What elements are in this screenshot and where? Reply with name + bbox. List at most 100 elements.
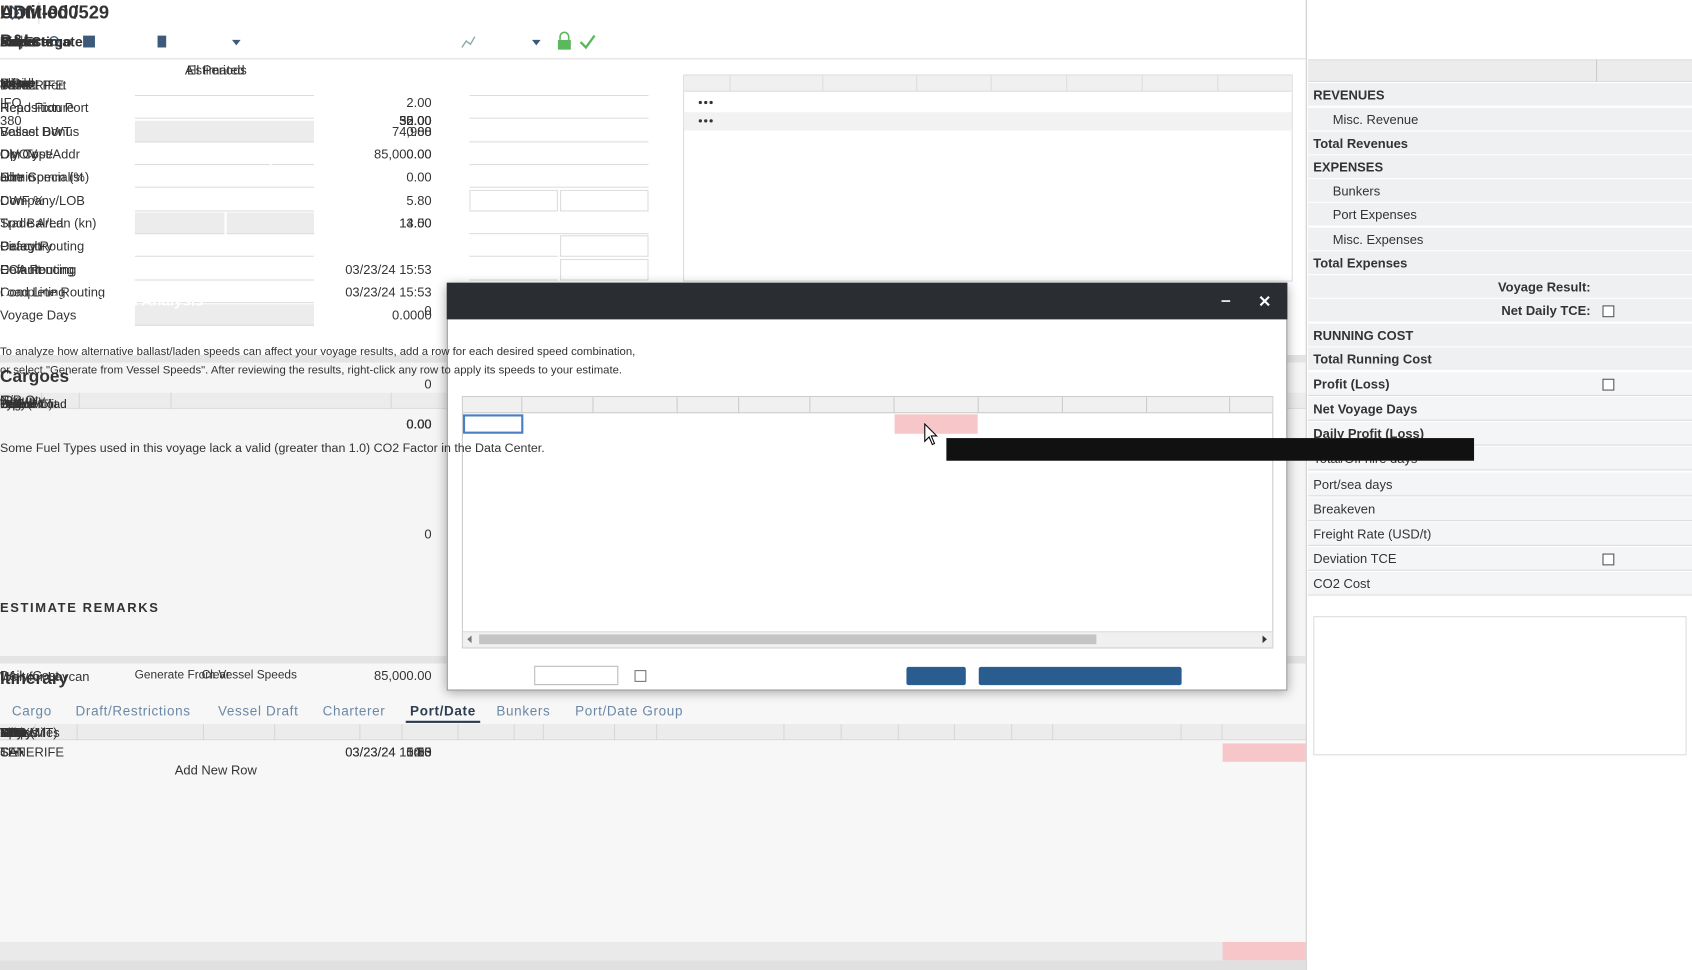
field-box[interactable] [134,97,315,119]
add-row-link[interactable]: Add New Row [174,762,257,778]
field-box[interactable] [134,120,315,143]
checkbox[interactable] [1602,378,1615,391]
cell: 03/23/24 15:53 [345,744,432,760]
field-value: 03/23/24 15:53 [345,262,432,278]
column-border [274,724,276,741]
pnl-tab[interactable]: Estimated [187,62,245,78]
pnl-row [1307,155,1692,180]
field-box[interactable] [469,235,558,257]
row-menu[interactable] [9,750,24,754]
selected-cell[interactable] [462,414,524,434]
scroll-left[interactable] [465,634,474,644]
field-box[interactable] [469,74,649,97]
toolbar-divider [0,58,1306,60]
column-header: Day [0,725,24,741]
search-icon[interactable] [48,35,63,50]
pnl-row [1307,202,1692,227]
field-box[interactable] [134,235,315,257]
field-label: Voyage Days [0,307,77,323]
pnl-label: Total Running Cost [1313,351,1432,367]
tab[interactable]: Charterer [322,703,386,719]
field-box[interactable] [226,212,315,235]
checkbox[interactable] [1602,553,1615,566]
tab[interactable]: Draft/Restrictions [75,703,191,719]
field-box[interactable] [560,258,649,281]
column-header: Type [0,398,26,412]
scroll-right[interactable] [1260,634,1269,644]
pnl-label: Port/sea days [1313,476,1393,493]
field-box[interactable] [134,212,225,235]
close-button[interactable] [1258,295,1271,308]
field-box[interactable] [134,258,315,281]
toolbar-button[interactable]: Add Cargo [0,33,72,50]
field-box[interactable] [134,74,315,97]
pnl-label: CO2 Cost [1313,576,1371,592]
field-box[interactable] [560,235,649,257]
lens [48,35,59,47]
toolbar-button[interactable]: Fix Estimate [0,33,83,50]
chevron [11,5,20,20]
cell: 2.00 [406,113,432,129]
daily-cost-input[interactable] [534,665,619,686]
field-box[interactable] [469,166,649,188]
cross [1259,295,1270,307]
column-border [953,724,956,741]
scroll-thumb[interactable] [479,634,1097,645]
grid-header [0,724,1306,741]
minimize-button[interactable] [1219,293,1232,306]
field-label: Trade Area [0,215,64,231]
cell: 0.00 [406,416,432,432]
generate-button[interactable] [978,666,1182,686]
grid-row [684,112,1292,131]
expand-icon[interactable] [11,5,26,20]
delete-icon[interactable] [157,35,167,48]
field-box[interactable] [271,143,315,166]
row-menu[interactable] [698,100,713,105]
column-header: ECA Miles [0,725,60,741]
field-box[interactable] [469,189,558,212]
checkbox[interactable] [634,670,647,682]
field-box[interactable] [134,304,315,326]
tab[interactable]: Port/Date [410,703,476,719]
tab[interactable]: Port/Date Group [575,703,684,719]
clear-button[interactable] [906,666,966,686]
column-border [390,392,392,409]
check-icon[interactable] [579,34,596,50]
tab[interactable]: Cargo [11,703,52,719]
tab[interactable]: Bunkers [496,703,551,719]
toolbar-button[interactable]: Save [0,33,33,50]
remarks-box[interactable] [1313,616,1687,756]
field-box[interactable] [469,97,649,119]
comparison-grid [461,395,1274,649]
column-header: Port [0,725,24,741]
pnl-tab[interactable]: All Periods [184,62,247,78]
field-box[interactable] [469,143,649,166]
field-box[interactable] [134,189,315,212]
toolbar-button[interactable]: Reports [0,33,54,50]
column-border [542,724,544,741]
field-box[interactable] [560,189,649,212]
field-box[interactable] [469,120,649,143]
lock-icon[interactable] [557,39,571,50]
save-icon[interactable] [83,35,95,48]
toolbar-button[interactable]: Menu [0,33,37,50]
handle [56,43,63,50]
field-box[interactable] [134,281,315,304]
checkbox[interactable] [1602,305,1615,318]
section-title: Itinerary [0,670,69,689]
dot [709,119,713,123]
pnl-row [1307,227,1692,252]
pnl-label: Voyage Result: [1497,279,1591,295]
field-box[interactable] [134,166,315,188]
tab[interactable]: Vessel Draft [217,703,299,719]
field-label: Spd Bal/Ldn (kn) [0,215,97,231]
pnl-row [1307,251,1692,276]
field-box[interactable] [469,212,649,235]
row-menu[interactable] [698,119,713,123]
field-box[interactable] [469,258,558,281]
add-icon[interactable] [15,35,29,49]
field-box[interactable] [134,143,270,166]
column-border [1066,75,1068,92]
column-header: P Ld [0,75,27,91]
